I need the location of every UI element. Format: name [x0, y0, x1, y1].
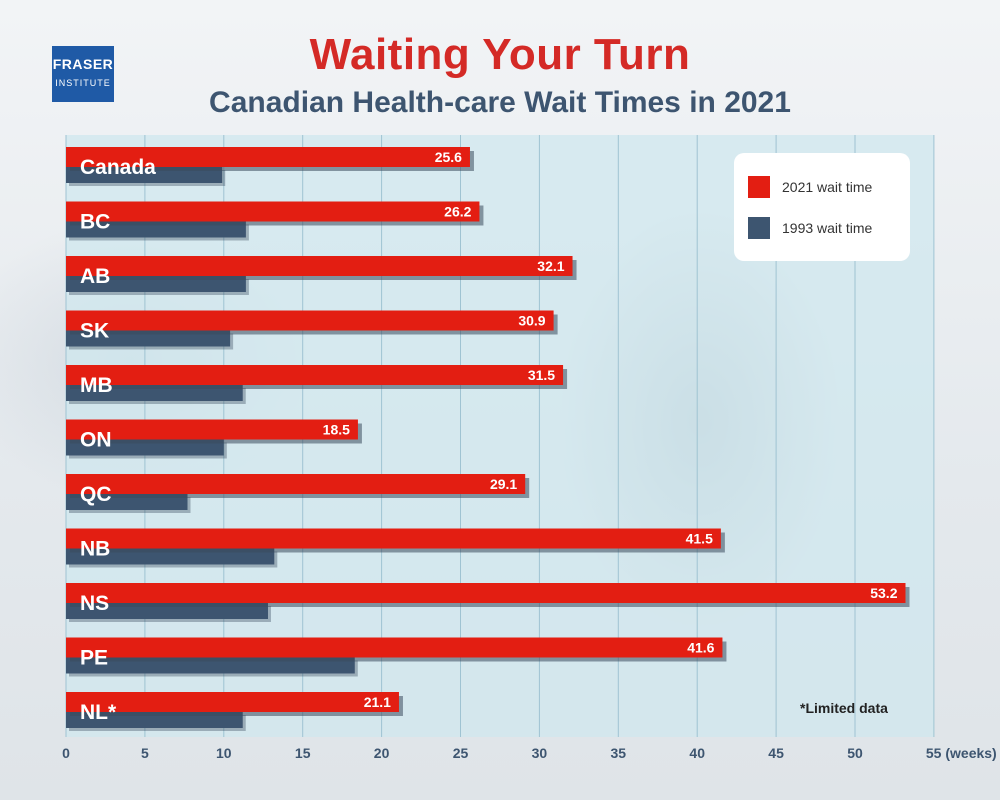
bar-value-label: 31.5 — [528, 367, 555, 383]
category-label: BC — [80, 211, 110, 234]
bars: 25.6 Canada 26.2 BC 32.1 AB 30.9 SK 31.5 MB 18.5 ON… — [66, 147, 910, 731]
bar-value-label: 29.1 — [490, 476, 517, 492]
bar-value-label: 18.5 — [323, 422, 350, 438]
x-tick-label: 25 — [453, 745, 469, 761]
bar-value-label: 41.6 — [687, 640, 714, 656]
x-tick-label: 20 — [374, 745, 390, 761]
legend-swatch-2021 — [748, 176, 770, 198]
bar-value-label: 41.5 — [686, 531, 713, 547]
legend-swatch-1993 — [748, 217, 770, 239]
x-tick-label: 55 (weeks) — [926, 745, 997, 761]
x-tick-label: 45 — [768, 745, 784, 761]
bar-2021 — [66, 310, 554, 331]
bar-2021 — [66, 256, 573, 276]
bar-value-label: 21.1 — [364, 694, 391, 710]
bar-2021 — [66, 365, 564, 385]
legend-label-2021: 2021 wait time — [782, 179, 873, 195]
category-label: AB — [80, 265, 110, 288]
limited-data-note: *Limited data — [800, 700, 888, 716]
legend-item-1993: 1993 wait time — [748, 217, 872, 239]
x-tick-label: 5 — [141, 745, 149, 761]
category-label: ON — [80, 429, 112, 452]
x-tick-label: 30 — [532, 745, 548, 761]
x-tick-label: 50 — [847, 745, 863, 761]
chart-subtitle: Canadian Health-care Wait Times in 2021 — [209, 86, 791, 119]
x-tick-label: 35 — [611, 745, 627, 761]
category-label: NB — [80, 538, 110, 561]
bar-2021 — [66, 147, 470, 167]
fraser-institute-logo: FRASER INSTITUTE — [52, 46, 114, 102]
bar-2021 — [66, 201, 480, 222]
bar-2021 — [66, 528, 721, 549]
legend-label-1993: 1993 wait time — [782, 220, 873, 236]
bar-2021 — [66, 637, 723, 658]
x-tick-label: 0 — [62, 745, 70, 761]
x-tick-label: 40 — [689, 745, 705, 761]
chart-title: Waiting Your Turn — [309, 30, 691, 79]
x-tick-label: 10 — [216, 745, 232, 761]
legend: 2021 wait time 1993 wait time — [734, 153, 910, 261]
bar-value-label: 30.9 — [518, 313, 545, 329]
logo-line1: FRASER — [52, 56, 114, 72]
x-axis: 0 5 10 15 20 25 30 35 40 45 50 55 (weeks) — [62, 745, 997, 761]
category-label: QC — [80, 483, 112, 506]
category-label: MB — [80, 374, 113, 397]
x-tick-label: 15 — [295, 745, 311, 761]
bar-2021 — [66, 474, 526, 494]
bar-2021 — [66, 419, 358, 440]
legend-item-2021: 2021 wait time — [748, 176, 872, 198]
bar-value-label: 25.6 — [435, 149, 462, 165]
category-label: Canada — [80, 156, 156, 179]
bar-2021 — [66, 583, 906, 603]
logo-line2: INSTITUTE — [55, 78, 111, 88]
category-label: NS — [80, 592, 109, 615]
category-label: PE — [80, 647, 108, 670]
bar-value-label: 53.2 — [870, 585, 897, 601]
category-label: NL* — [80, 701, 117, 724]
bar-2021 — [66, 692, 399, 712]
category-label: SK — [80, 320, 109, 343]
bar-value-label: 26.2 — [444, 204, 471, 220]
bar-value-label: 32.1 — [537, 258, 564, 274]
